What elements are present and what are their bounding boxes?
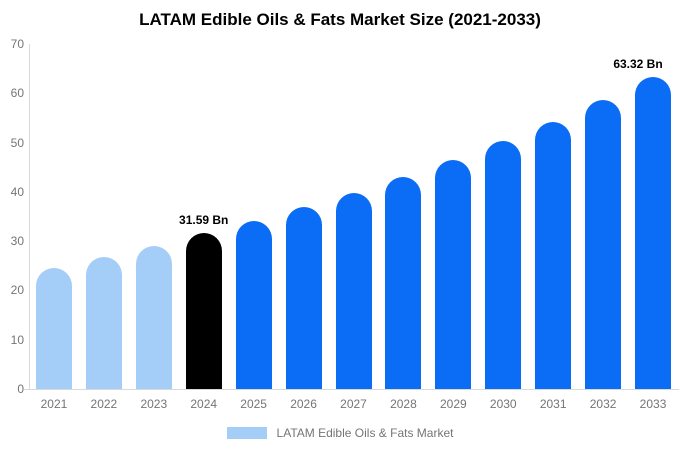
chart-title: LATAM Edible Oils & Fats Market Size (20… <box>139 10 541 29</box>
x-tick-label-2027: 2027 <box>340 397 367 411</box>
bar-2033 <box>635 76 672 389</box>
x-tick-label-2033: 2033 <box>639 397 667 411</box>
legend-swatch <box>226 427 267 439</box>
x-tick-label-2021: 2021 <box>40 397 68 411</box>
bar-2027 <box>335 192 372 389</box>
bar-value-label-2024: 31.59 Bn <box>179 213 229 228</box>
y-tick-label-10: 10 <box>10 332 24 347</box>
bar-2031 <box>535 121 572 389</box>
plot-area <box>29 44 679 390</box>
bar-2026 <box>285 207 322 389</box>
x-tick-label-2032: 2032 <box>589 397 617 411</box>
bar-2023 <box>135 246 172 389</box>
x-tick-label-2024: 2024 <box>190 397 218 411</box>
x-tick-label-2029: 2029 <box>439 397 467 411</box>
y-tick-label-70: 70 <box>10 37 24 51</box>
legend-item[interactable]: LATAM Edible Oils & Fats Market <box>0 426 680 440</box>
bar-2032 <box>585 100 622 389</box>
x-tick-label-2025: 2025 <box>240 397 267 411</box>
x-tick-label-2026: 2026 <box>290 397 317 411</box>
bar-2024 <box>185 233 222 389</box>
bar-2028 <box>385 176 422 389</box>
legend-label: LATAM Edible Oils & Fats Market <box>276 426 454 440</box>
y-tick-label-20: 20 <box>10 283 24 298</box>
x-tick-label-2023: 2023 <box>140 397 168 411</box>
bar-value-label-2033: 63.32 Bn <box>613 56 663 71</box>
x-tick-label-2028: 2028 <box>390 397 417 411</box>
y-tick-label-60: 60 <box>10 86 24 101</box>
y-tick-label-30: 30 <box>10 234 24 249</box>
bar-2030 <box>485 141 522 389</box>
x-tick-label-2030: 2030 <box>489 397 517 411</box>
x-tick-label-2031: 2031 <box>539 397 567 411</box>
y-tick-label-0: 0 <box>17 382 24 396</box>
bar-2029 <box>435 159 472 389</box>
x-tick-label-2022: 2022 <box>90 397 118 411</box>
zero-tick-mark <box>24 389 30 390</box>
bar-2022 <box>85 256 122 389</box>
y-tick-label-40: 40 <box>10 184 24 199</box>
bar-2021 <box>35 267 72 389</box>
y-tick-label-50: 50 <box>10 135 24 150</box>
bar-2025 <box>235 220 272 389</box>
